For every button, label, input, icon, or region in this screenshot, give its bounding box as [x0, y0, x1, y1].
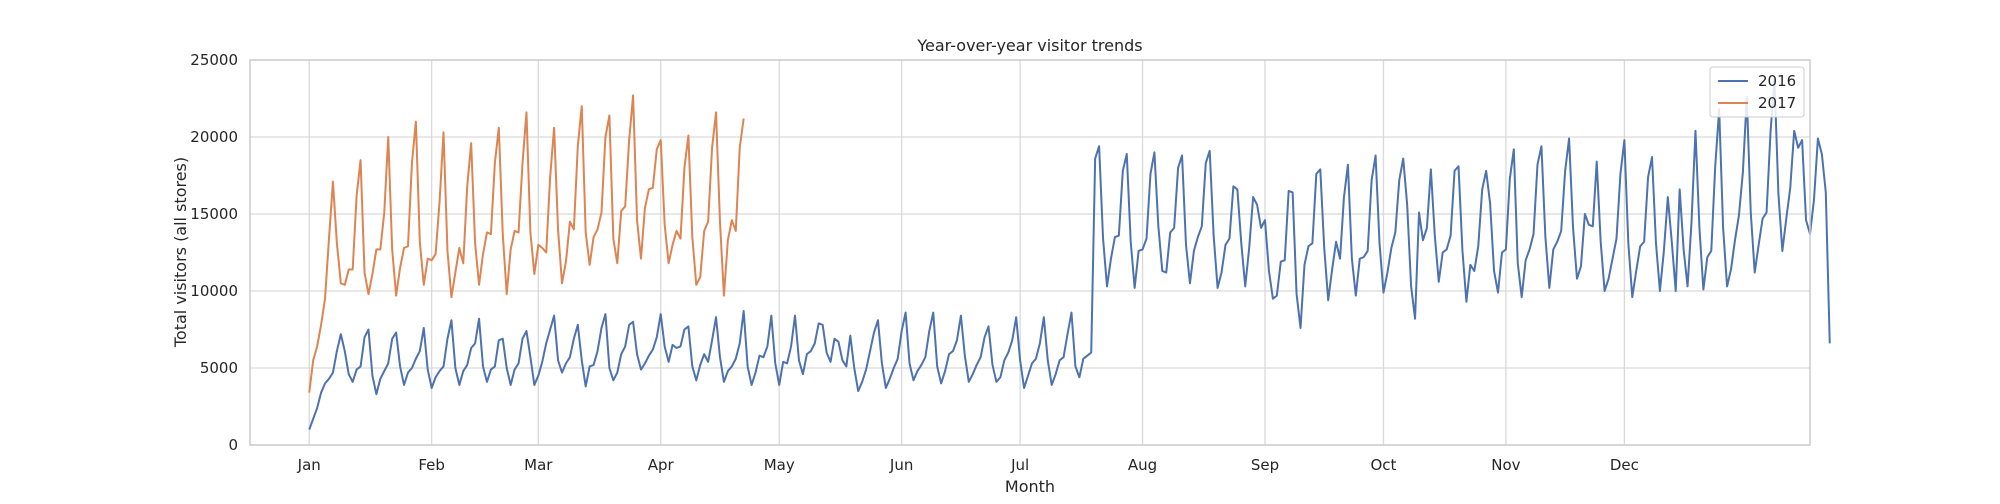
y-tick-label: 25000: [190, 51, 238, 69]
x-tick-label-feb: Feb: [418, 456, 445, 474]
x-tick-label-sep: Sep: [1251, 456, 1279, 474]
x-tick-label-jun: Jun: [889, 456, 913, 474]
x-tick-label-oct: Oct: [1370, 456, 1396, 474]
y-axis-title: Total visitors (all stores): [171, 157, 190, 348]
x-tick-label-nov: Nov: [1491, 456, 1520, 474]
y-tick-label: 15000: [190, 205, 238, 223]
x-tick-label-apr: Apr: [648, 456, 675, 474]
series-line-2016: [308, 77, 1831, 430]
legend-label-2017: 2017: [1758, 94, 1796, 112]
x-tick-label-may: May: [764, 456, 795, 474]
legend-box: [1709, 66, 1805, 118]
series-layer: [308, 77, 1831, 430]
y-tick-label: 5000: [200, 359, 238, 377]
series-line-2017: [308, 94, 745, 393]
x-axis-title: Month: [1005, 477, 1055, 496]
plot-frame: [249, 59, 1811, 446]
y-axis-ticks: 0 5000 10000 15000 20000 25000: [190, 51, 238, 454]
legend: 2016 2017: [1709, 66, 1805, 118]
x-tick-label-aug: Aug: [1128, 456, 1157, 474]
chart-title: Year-over-year visitor trends: [916, 36, 1142, 55]
x-axis-ticks: Jan Feb Mar Apr May Jun Jul Aug Sep Oct Nov Dec: [297, 456, 1639, 474]
x-tick-label-mar: Mar: [524, 456, 553, 474]
legend-label-2016: 2016: [1758, 72, 1796, 90]
y-tick-label: 0: [228, 436, 238, 454]
y-tick-label: 10000: [190, 282, 238, 300]
x-tick-label-jan: Jan: [297, 456, 321, 474]
x-tick-label-jul: Jul: [1010, 456, 1029, 474]
x-tick-label-dec: Dec: [1610, 456, 1639, 474]
y-tick-label: 20000: [190, 128, 238, 146]
